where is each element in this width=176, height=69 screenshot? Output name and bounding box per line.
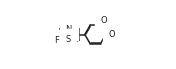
Text: O: O (108, 30, 115, 39)
Text: F: F (55, 36, 59, 45)
Text: S: S (65, 35, 71, 44)
Text: O: O (100, 16, 107, 25)
Text: N: N (66, 25, 72, 34)
